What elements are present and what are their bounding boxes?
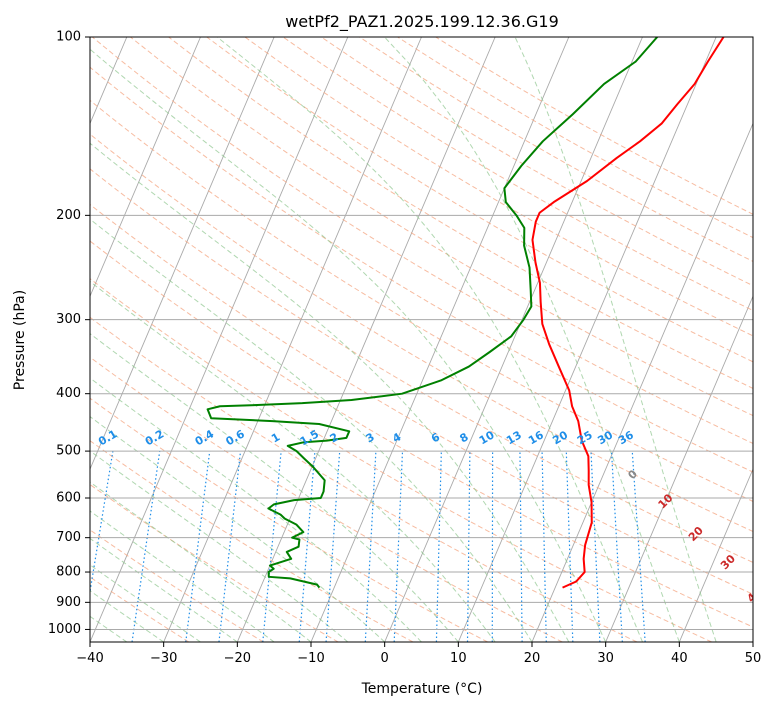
isotherm-line [163, 37, 422, 642]
dry-adiabat-line [206, 37, 753, 363]
moist-adiabat-line [90, 450, 349, 642]
x-tick-label: 0 [381, 651, 389, 666]
moist-adiabat-label: 40 [745, 585, 765, 605]
isotherm-line [457, 37, 717, 642]
mixing-ratio-line [185, 451, 211, 642]
x-tick-label: 10 [450, 651, 467, 666]
pressure-grid [90, 37, 753, 630]
moist-adiabat-line [90, 564, 201, 642]
x-tick-label: 30 [597, 651, 614, 666]
y-tick-label: 100 [56, 30, 81, 45]
isotherm-line [605, 295, 753, 642]
dry-adiabat-line [282, 37, 753, 312]
y-tick-label: 200 [56, 208, 81, 223]
dry-adiabat-line [168, 37, 753, 389]
dry-adiabat-line [90, 133, 753, 533]
x-tick-label: 40 [671, 651, 688, 666]
y-tick-label: 900 [56, 595, 81, 610]
moist-adiabat-line [90, 377, 422, 642]
dry-adiabat-line [90, 483, 339, 642]
y-axis: 100 200 300 400 500 600 700 800 900 1000 [48, 30, 90, 637]
moist-adiabat-line [90, 590, 164, 642]
profile-series [206, 37, 725, 589]
moist-adiabat-line [90, 481, 312, 642]
mixing-ratio-line [218, 451, 242, 642]
isotherm-line [531, 122, 753, 642]
dry-adiabat-line [90, 316, 638, 642]
mixing-ratio-line [131, 451, 161, 642]
dry-adiabat-line [90, 440, 414, 642]
y-tick-label: 700 [56, 530, 81, 545]
y-tick-label: 1000 [48, 622, 81, 637]
x-tick-label: 50 [745, 651, 762, 666]
x-tick-label: −30 [150, 651, 177, 666]
moist-adiabat-line [90, 142, 570, 642]
dry-adiabat-line [90, 278, 712, 642]
y-tick-label: 600 [56, 491, 81, 506]
plot-frame [89, 36, 754, 643]
dry-adiabat-line [90, 397, 488, 642]
chart-title: wetPf2_PAZ1.2025.199.12.36.G19 [285, 12, 559, 32]
isotherm-line [90, 37, 275, 471]
temperature-profile-line [531, 37, 725, 589]
y-tick-label: 300 [56, 312, 81, 327]
background-lines [90, 37, 753, 642]
dry-adiabat-line [90, 99, 753, 502]
dewpoint-profile-line [206, 37, 658, 589]
dry-adiabat-line [90, 240, 753, 628]
moist-adiabat-line [514, 37, 717, 642]
moist-adiabat-line [90, 333, 459, 642]
isotherm-line [678, 467, 753, 642]
dry-adiabat-line [90, 203, 753, 595]
isotherm-line [384, 37, 643, 642]
moist-adiabat-line [90, 280, 496, 642]
x-tick-label: −20 [224, 651, 251, 666]
x-axis: −40 −30 −20 −10 0 10 20 30 40 50 [76, 642, 761, 666]
dry-adiabat-line [90, 66, 753, 473]
moist-adiabat-line [90, 48, 607, 642]
isotherm-line [90, 37, 349, 642]
dry-adiabat-line [90, 529, 264, 642]
moist-adiabat-line [90, 416, 386, 642]
y-axis-label: Pressure (hPa) [12, 290, 28, 390]
dry-adiabat-line [90, 356, 563, 642]
y-tick-label: 500 [56, 444, 81, 459]
y-tick-label: 400 [56, 386, 81, 401]
y-tick-label: 800 [56, 565, 81, 580]
isotherm-line [90, 37, 201, 298]
moist-adiabat-line [90, 218, 533, 642]
isotherm-line [236, 37, 496, 642]
x-tick-label: −40 [76, 651, 103, 666]
x-tick-label: −10 [297, 651, 324, 666]
x-axis-label: Temperature (°C) [361, 681, 483, 697]
moist-adiabat-line [90, 537, 238, 642]
moist-adiabat-line [216, 37, 643, 642]
x-tick-label: 20 [524, 651, 541, 666]
mixing-ratio-line [90, 451, 114, 596]
dry-adiabat-line [90, 168, 753, 563]
dry-adiabat-line [244, 37, 753, 337]
moist-adiabat-line [384, 37, 680, 642]
